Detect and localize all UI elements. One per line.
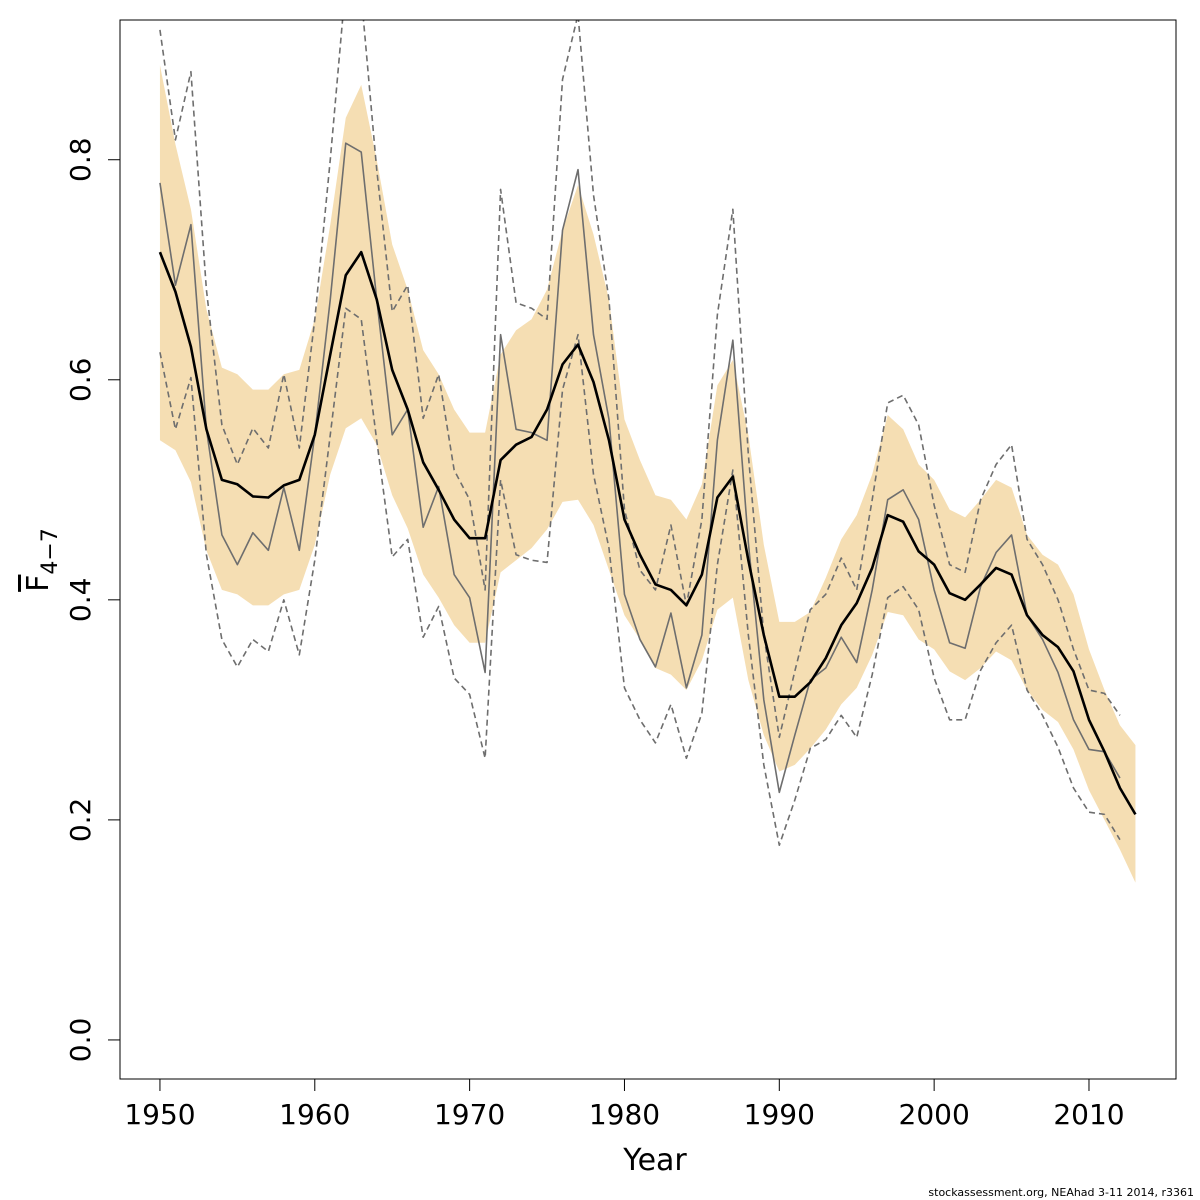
x-tick-label: 2010 bbox=[1053, 1098, 1124, 1131]
footer: stockassessment.org, NEAhad 3-11 2014, r… bbox=[928, 1186, 1194, 1199]
y-tick-label: 0.0 bbox=[64, 1018, 97, 1063]
y-axis-label-group: F4−7 bbox=[21, 528, 63, 592]
x-tick-label: 1990 bbox=[744, 1098, 815, 1131]
y-tick-label: 0.6 bbox=[64, 358, 97, 403]
x-tick-label: 1980 bbox=[589, 1098, 660, 1131]
y-tick-label: 0.8 bbox=[64, 137, 97, 182]
x-tick-label: 1960 bbox=[279, 1098, 350, 1131]
y-axis-label-subscript: 4−7 bbox=[38, 528, 63, 574]
line bbox=[159, 142, 1121, 794]
confidence-band bbox=[159, 65, 1136, 883]
x-tick-label: 1970 bbox=[434, 1098, 505, 1131]
y-axis-label: F4−7 bbox=[21, 528, 63, 592]
x-axis-label: Year bbox=[622, 1143, 687, 1178]
plot-area bbox=[158, 20, 1137, 883]
dashed-line bbox=[159, 20, 1121, 739]
y-tick-label: 0.2 bbox=[64, 798, 97, 843]
x-tick-label: 1950 bbox=[124, 1098, 195, 1131]
dashed-line bbox=[159, 307, 1121, 846]
x-tick-label: 2000 bbox=[899, 1098, 970, 1131]
line bbox=[158, 250, 1137, 816]
y-axis-label-main: F bbox=[21, 575, 56, 592]
y-tick-label: 0.4 bbox=[64, 578, 97, 623]
